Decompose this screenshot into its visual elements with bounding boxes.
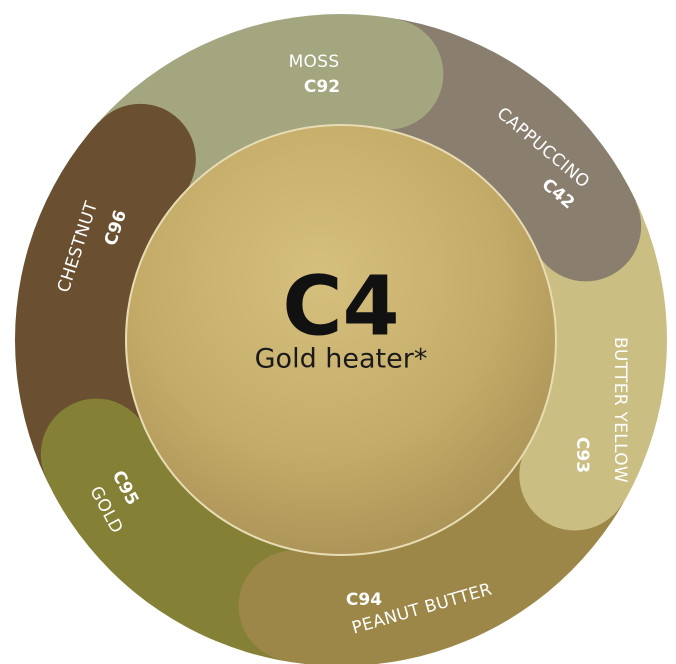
center-swatch (125, 124, 557, 556)
segment-code: C93 (572, 437, 592, 473)
segment-code: C92 (304, 77, 340, 97)
ring (15, 14, 667, 664)
segment-code: C94 (346, 590, 382, 610)
segment-cap (332, 18, 444, 130)
segment-cap (530, 170, 642, 282)
segment-cap (238, 550, 350, 662)
segment-cap (84, 103, 196, 215)
segment-cap (40, 398, 152, 510)
center-label: Gold heater* (255, 344, 428, 375)
segment-name: BUTTER YELLOW (610, 337, 630, 483)
segment-cap (519, 419, 631, 531)
center-code: C4 (282, 259, 399, 354)
segment-name: MOSS (289, 52, 340, 72)
